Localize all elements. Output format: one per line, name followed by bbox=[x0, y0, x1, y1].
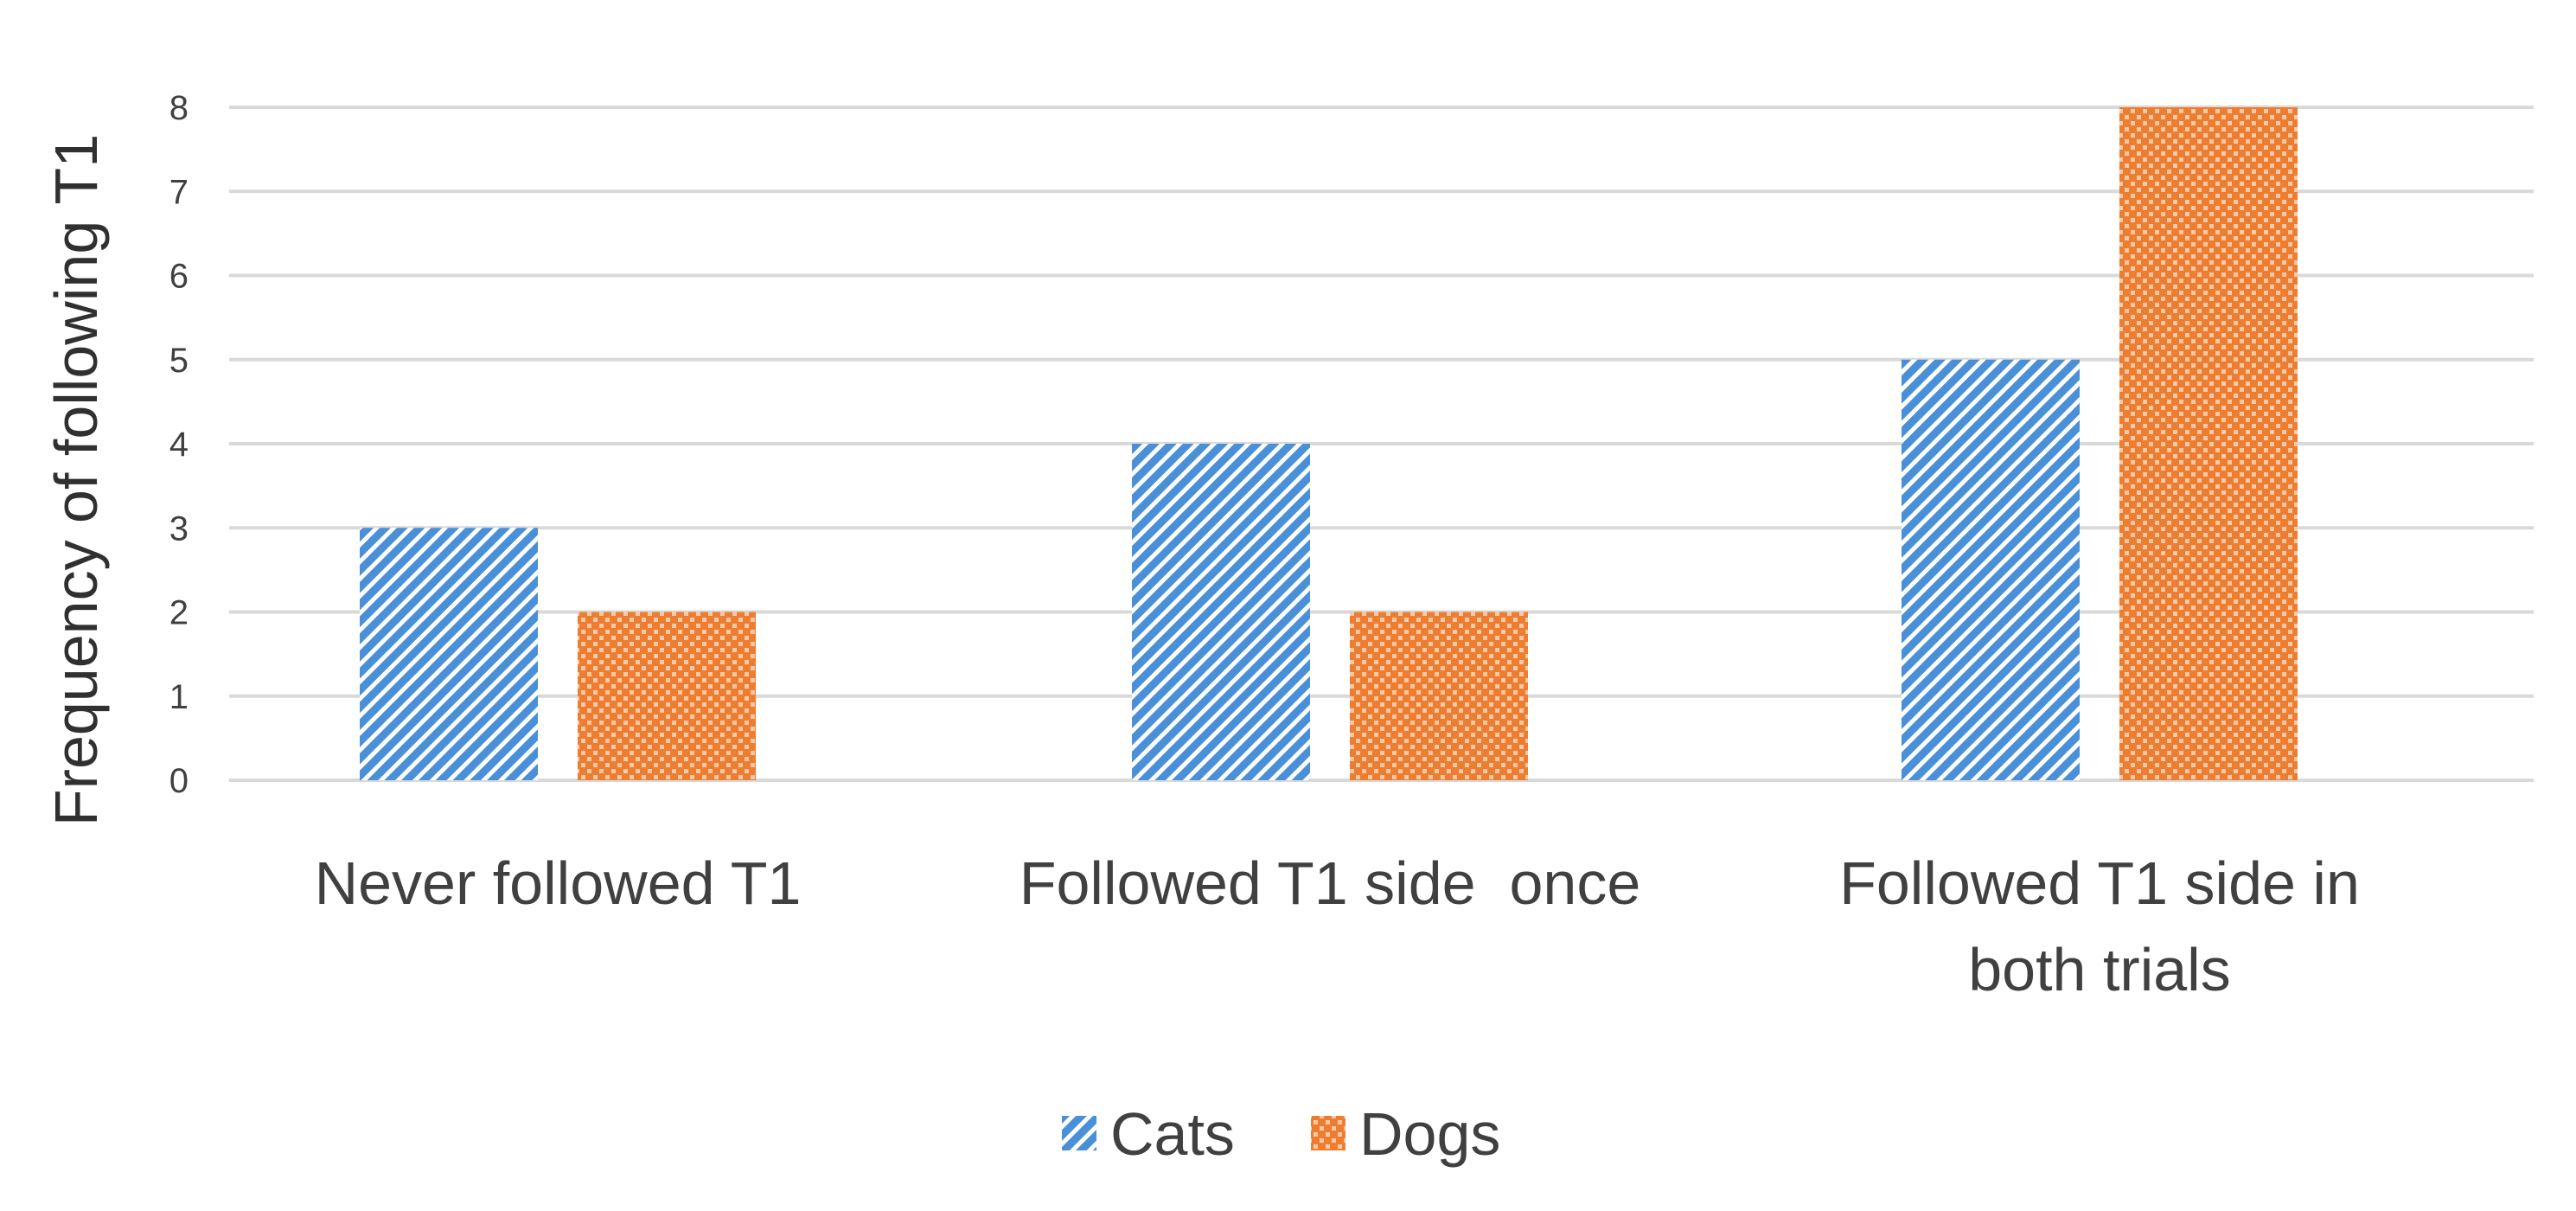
y-tick-label: 2 bbox=[169, 594, 189, 632]
y-tick-label: 6 bbox=[169, 258, 189, 296]
legend-label-cats: Cats bbox=[1110, 1100, 1235, 1168]
bar-dogs-1 bbox=[1350, 612, 1528, 780]
bar-dogs-0 bbox=[578, 612, 756, 780]
y-tick-label: 5 bbox=[169, 342, 189, 380]
legend-label-dogs: Dogs bbox=[1359, 1100, 1500, 1168]
legend-swatch-cats bbox=[1062, 1116, 1096, 1150]
y-tick-label: 1 bbox=[169, 678, 189, 716]
x-category-label: both trials bbox=[1968, 936, 2230, 1003]
bar-cats-2 bbox=[1902, 359, 2080, 780]
y-tick-label: 3 bbox=[169, 509, 189, 548]
x-category-label: Followed T1 side once bbox=[1020, 849, 1641, 917]
bar-dogs-2 bbox=[2119, 107, 2298, 780]
legend: Cats Dogs bbox=[1062, 1100, 1500, 1168]
bars bbox=[360, 107, 2298, 780]
y-axis-ticks: 0 1 2 3 4 5 6 7 8 bbox=[169, 89, 189, 800]
y-tick-label: 7 bbox=[169, 173, 189, 211]
y-axis-title: Frequency of following T1 bbox=[42, 134, 110, 826]
legend-swatch-dogs bbox=[1311, 1116, 1346, 1150]
bar-cats-1 bbox=[1132, 444, 1310, 780]
bar-cats-0 bbox=[360, 528, 538, 780]
x-axis-category-labels: Never followed T1 Followed T1 side once Fo… bbox=[315, 849, 2360, 1003]
x-category-label: Never followed T1 bbox=[315, 849, 802, 917]
x-category-label: Followed T1 side in bbox=[1839, 849, 2360, 917]
y-tick-label: 4 bbox=[169, 426, 189, 464]
y-tick-label: 0 bbox=[169, 762, 189, 800]
y-tick-label: 8 bbox=[169, 89, 189, 127]
